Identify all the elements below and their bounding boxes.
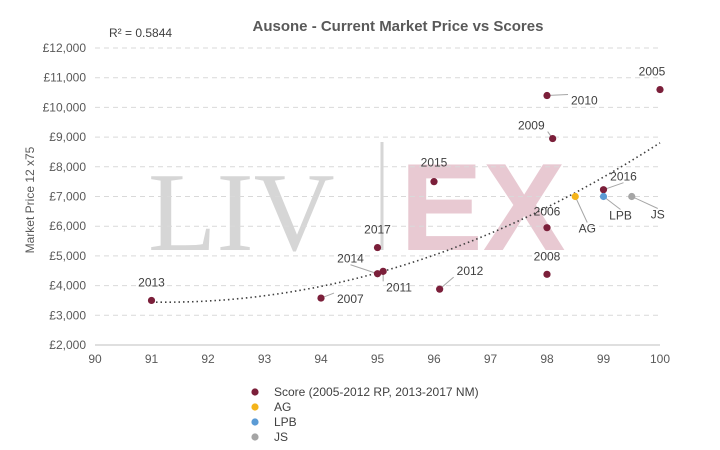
data-point: [656, 85, 664, 94]
x-tick-label: 94: [314, 352, 328, 366]
y-tick-label: £2,000: [49, 338, 86, 352]
legend-marker: [251, 433, 259, 441]
data-point: [317, 294, 325, 302]
y-tick-label: £6,000: [49, 219, 86, 233]
point-label: 2011: [386, 280, 412, 294]
point-label: 2007: [337, 292, 364, 306]
chart-title: Ausone - Current Market Price vs Scores: [253, 18, 544, 35]
legend-marker: [251, 418, 259, 426]
data-point: [549, 134, 557, 143]
data-point: [379, 267, 387, 275]
point-label: 2013: [138, 275, 165, 289]
data-point: [571, 192, 579, 201]
data-point: [543, 224, 551, 232]
x-tick-label: 98: [540, 352, 554, 366]
y-axis-label: Market Price 12 x75: [23, 146, 37, 253]
point-label: 2017: [364, 223, 391, 237]
data-point: [599, 192, 608, 201]
legend-marker: [251, 388, 259, 396]
x-tick-label: 95: [371, 352, 385, 366]
watermark-liv: LIV: [148, 151, 335, 275]
gridlines: [95, 47, 660, 346]
legend-label: Score (2005-2012 RP, 2013-2017 NM): [274, 385, 479, 399]
watermark: LIV EX: [148, 139, 565, 277]
x-tick-label: 92: [201, 352, 215, 366]
point-label: 2012: [457, 264, 484, 278]
data-point: [373, 270, 382, 278]
data-points: [147, 85, 664, 305]
y-tick-label: £10,000: [43, 100, 87, 114]
point-label: 2006: [534, 205, 561, 219]
leader-line: [350, 264, 378, 275]
point-label: 2015: [421, 156, 448, 170]
data-point: [543, 91, 551, 100]
x-tick-label: 93: [258, 352, 272, 366]
x-tick-label: 97: [484, 352, 498, 366]
legend-label: LPB: [274, 415, 297, 429]
point-label: 2014: [337, 252, 364, 266]
point-label: JS: [651, 208, 665, 222]
y-tick-label: £9,000: [49, 130, 86, 144]
x-tick-label: 96: [427, 352, 441, 366]
y-tick-label: £7,000: [49, 190, 86, 204]
watermark-ex: EX: [400, 139, 565, 277]
data-point: [543, 270, 551, 278]
legend-marker: [251, 403, 259, 411]
x-tick-label: 90: [88, 352, 102, 366]
x-axis-ticks: 90 91 92 93 94 95 96 97 98 99 100: [88, 352, 670, 366]
point-label: LPB: [609, 209, 632, 223]
y-tick-label: £3,000: [49, 308, 86, 322]
r-squared-annotation: R² = 0.5844: [109, 26, 172, 40]
y-tick-label: £12,000: [43, 41, 87, 55]
legend-label: JS: [274, 430, 288, 444]
point-label: 2016: [610, 170, 637, 184]
y-axis-ticks: £2,000 £3,000 £4,000 £5,000 £6,000 £7,000 £8,0…: [43, 41, 87, 352]
data-point: [430, 178, 438, 186]
leader-line: [574, 196, 588, 223]
data-point: [599, 186, 608, 194]
x-tick-label: 91: [145, 352, 159, 366]
x-tick-label: 100: [650, 352, 670, 366]
data-point: [436, 285, 444, 293]
point-label: 2009: [518, 119, 545, 133]
y-tick-label: £4,000: [49, 279, 86, 293]
point-labels: 2005 2006 2007 2008 2009 2010 2011 2012 2013 2014…: [138, 65, 666, 306]
x-tick-label: 99: [597, 352, 611, 366]
point-label: 2005: [639, 65, 666, 79]
data-point: [373, 243, 382, 252]
y-tick-label: £8,000: [49, 160, 86, 174]
point-label: 2008: [534, 249, 561, 263]
point-label: AG: [579, 222, 596, 236]
data-point: [628, 192, 636, 201]
legend-label: AG: [274, 400, 291, 414]
point-label: 2010: [571, 94, 598, 108]
legend: Score (2005-2012 RP, 2013-2017 NM)AGLPBJ…: [251, 385, 479, 444]
data-point: [147, 296, 156, 305]
y-tick-label: £11,000: [44, 71, 87, 85]
leader-line: [631, 196, 658, 209]
y-tick-label: £5,000: [49, 249, 86, 263]
